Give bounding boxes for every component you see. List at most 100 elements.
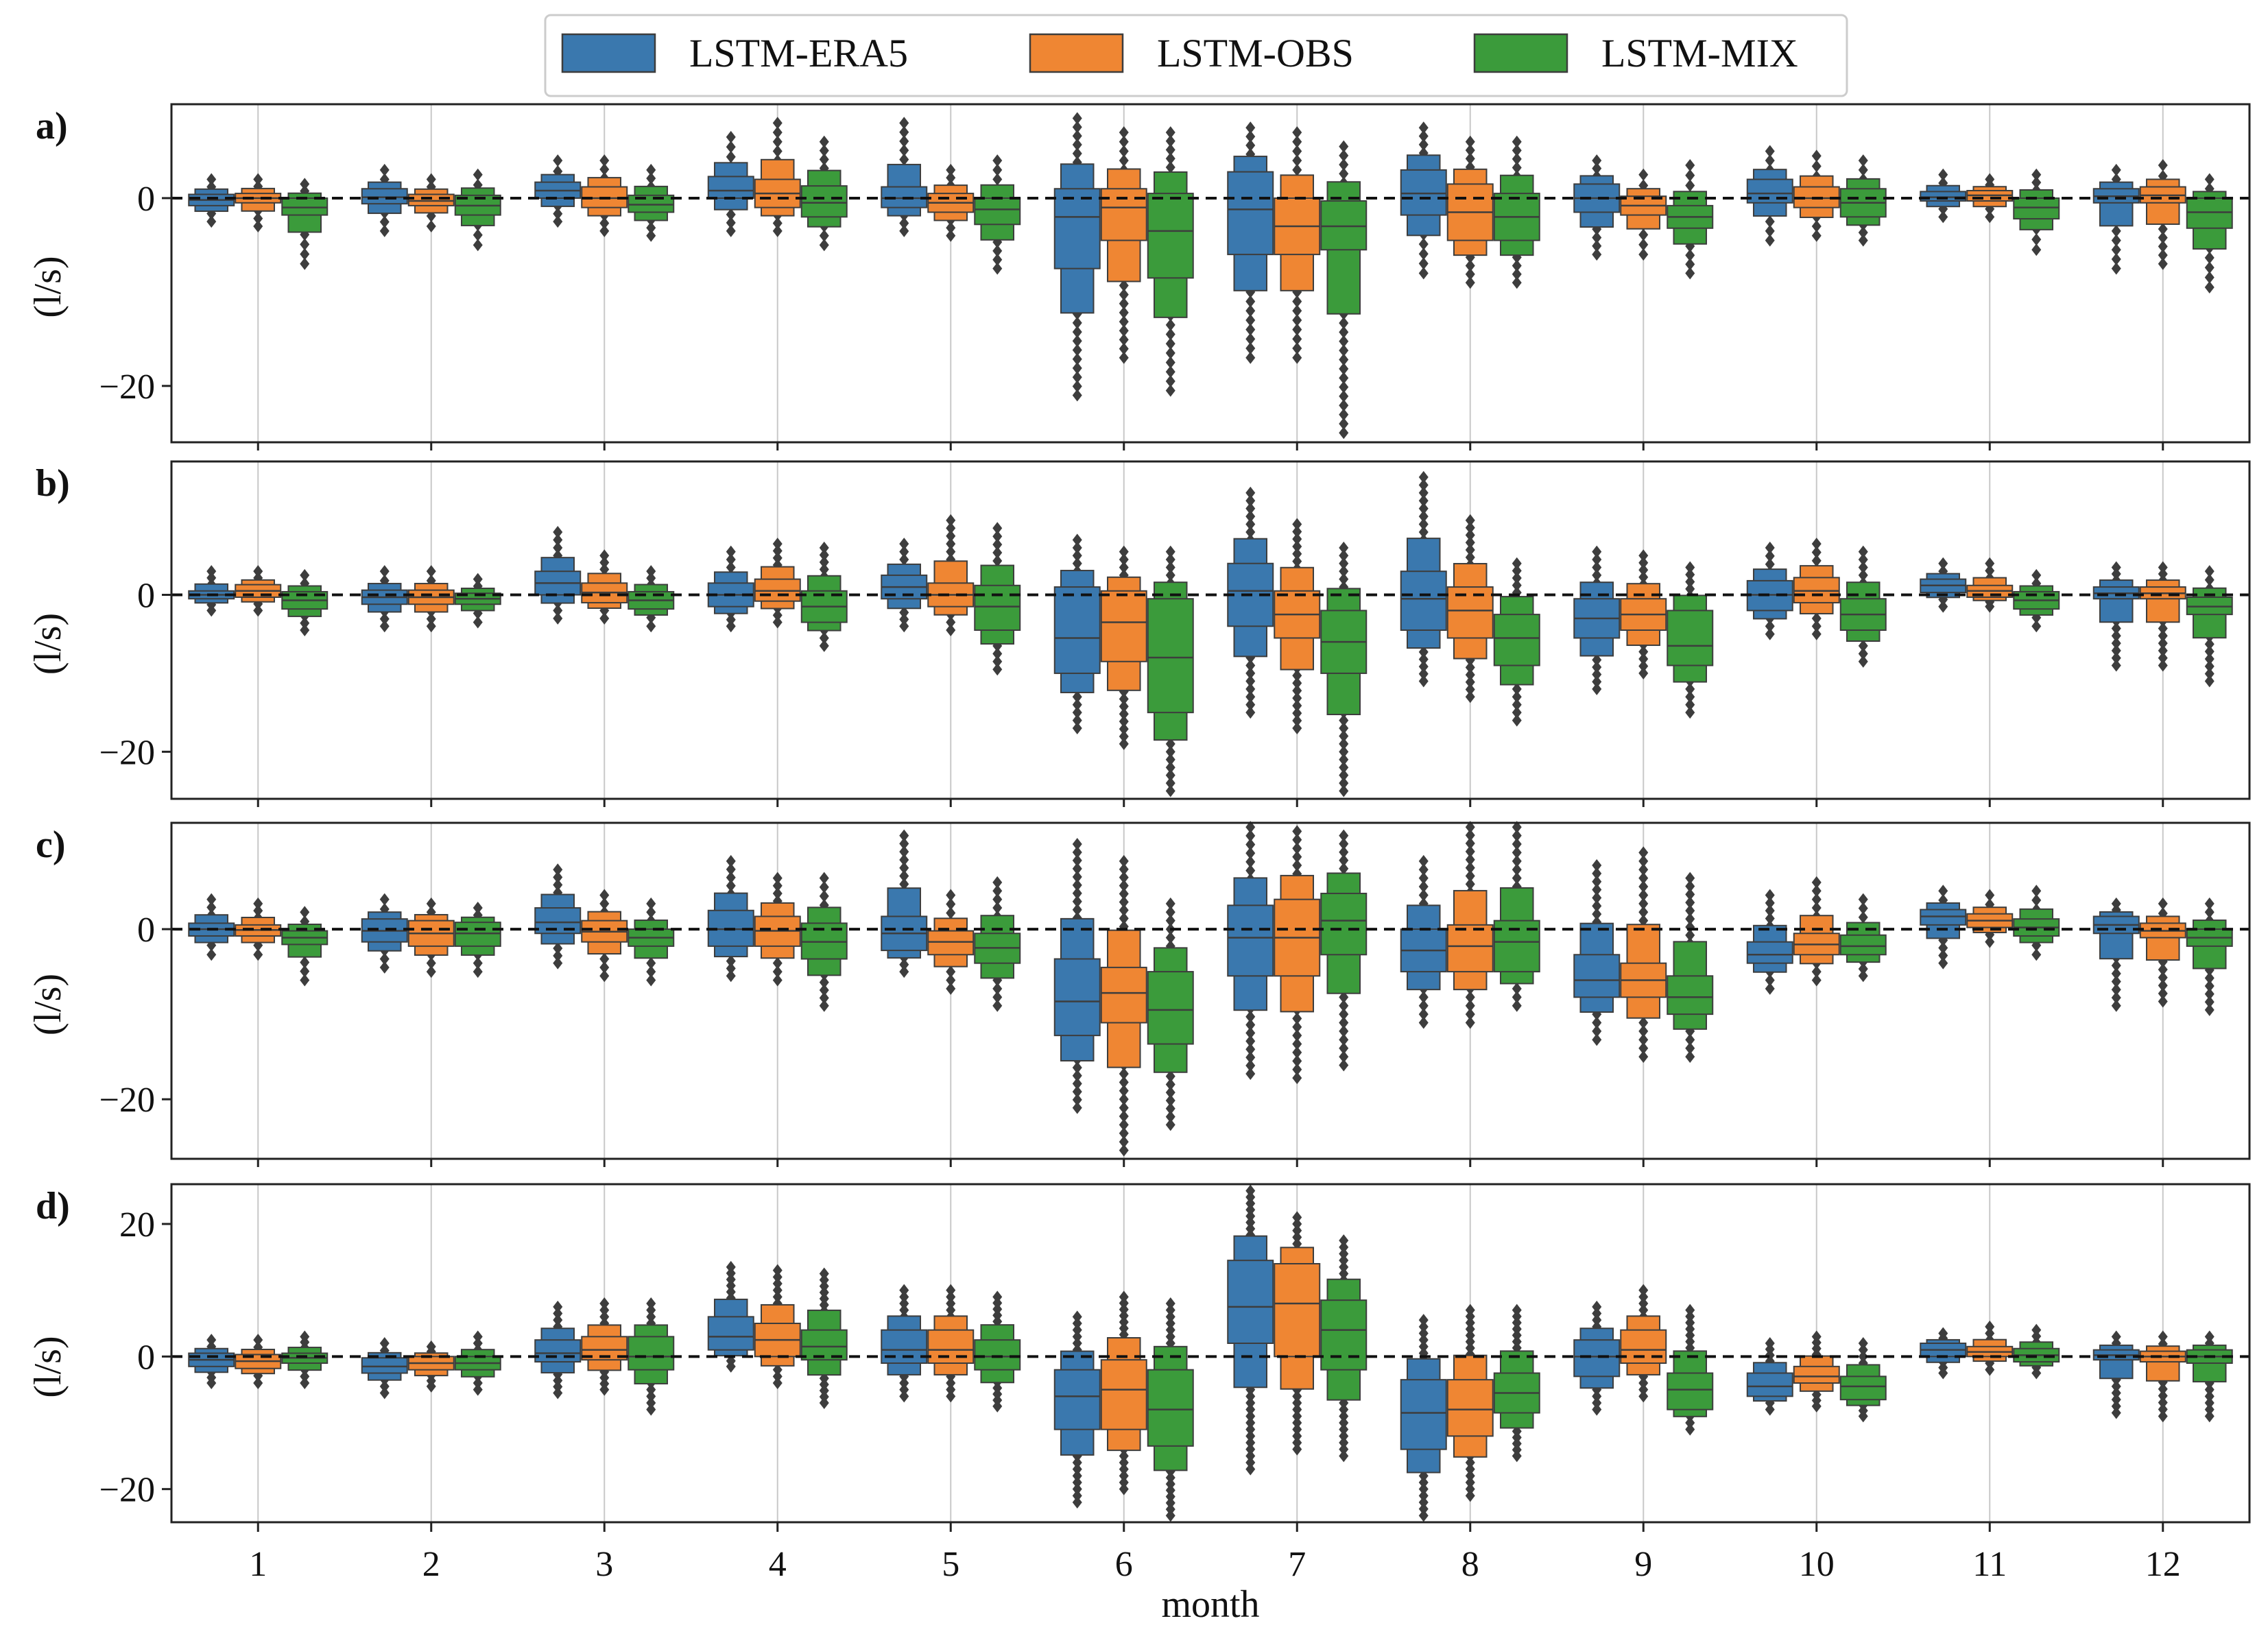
outlier-point [819, 555, 829, 568]
outlier-point [1245, 1026, 1256, 1040]
outlier-point [1072, 352, 1082, 365]
outlier-point [2204, 987, 2215, 1000]
outlier-point [1165, 1317, 1175, 1330]
outlier-point [1418, 1327, 1429, 1340]
box-LSTM-MIX-month-2 [454, 1330, 501, 1396]
outlier-point [1512, 1303, 1522, 1317]
outlier-point [1858, 962, 1868, 975]
outlier-point [726, 150, 736, 163]
outlier-point [899, 861, 909, 874]
outlier-point [1072, 878, 1082, 891]
outlier-point [1165, 1330, 1175, 1343]
outlier-point [1072, 371, 1082, 384]
x-axis-title: month [1161, 1583, 1259, 1626]
outlier-point [1512, 557, 1522, 570]
outlier-point [1119, 288, 1129, 301]
outlier-point [1512, 161, 1522, 174]
outlier-point [992, 522, 1003, 535]
outlier-point [1292, 126, 1302, 139]
outlier-point [1119, 315, 1129, 328]
outlier-point [1072, 1463, 1082, 1476]
outlier-point [1418, 1509, 1429, 1522]
outlier-point [1292, 295, 1302, 308]
outlier-point [379, 1380, 390, 1393]
outlier-point [599, 217, 610, 230]
outlier-point [992, 999, 1003, 1012]
outlier-point [1418, 675, 1429, 688]
outlier-point [726, 854, 736, 867]
outlier-point [1165, 1118, 1175, 1131]
letter-value-box [707, 1316, 754, 1351]
outlier-point [899, 1390, 909, 1403]
outlier-point [819, 1273, 829, 1286]
box-LSTM-MIX-month-11 [2013, 168, 2060, 256]
outlier-point [599, 163, 610, 176]
outlier-point [1418, 1489, 1429, 1502]
outlier-point [1292, 1410, 1302, 1423]
outlier-point [1592, 867, 1602, 880]
outlier-point [1292, 1417, 1302, 1429]
outlier-point [992, 253, 1003, 266]
outlier-point [1638, 914, 1649, 927]
x-tick-label-3: 3 [595, 1545, 613, 1584]
outlier-point [946, 1390, 956, 1403]
outlier-point [1072, 698, 1082, 711]
outlier-point [1072, 870, 1082, 883]
outlier-point [1418, 1008, 1429, 1021]
x-tick-label-9: 9 [1634, 1545, 1652, 1584]
outlier-point [1339, 730, 1349, 743]
outlier-point [1512, 135, 1522, 148]
outlier-point [426, 620, 436, 633]
outlier-point [772, 135, 783, 148]
outlier-point [646, 620, 656, 633]
outlier-point [1072, 380, 1082, 393]
outlier-point [1339, 837, 1349, 850]
box-LSTM-MIX-month-7 [1320, 829, 1368, 1072]
outlier-point [1765, 541, 1775, 554]
outlier-point [1339, 408, 1349, 421]
outlier-point [1119, 737, 1129, 750]
outlier-point [1292, 1390, 1302, 1403]
outlier-point [379, 215, 390, 228]
outlier-point [300, 238, 310, 251]
outlier-point [1512, 144, 1522, 157]
box-LSTM-ERA5-month-12 [2092, 163, 2140, 275]
outlier-point [2204, 652, 2215, 665]
outlier-point [1685, 1303, 1695, 1317]
outlier-point [1465, 267, 1475, 280]
box-LSTM-OBS-month-1 [235, 1334, 282, 1389]
outlier-point [1245, 682, 1256, 695]
outlier-point [426, 897, 436, 910]
box-LSTM-ERA5-month-12 [2092, 561, 2140, 672]
outlier-point [1165, 1509, 1175, 1522]
outlier-point [1119, 1322, 1129, 1335]
outlier-point [206, 1377, 217, 1389]
box-LSTM-ERA5-month-8 [1400, 470, 1447, 688]
outlier-point [1245, 1067, 1256, 1080]
outlier-point [1465, 544, 1475, 557]
x-tick-label-12: 12 [2145, 1545, 2181, 1584]
outlier-point [772, 974, 783, 987]
outlier-point [1119, 715, 1129, 728]
outlier-point [1418, 999, 1429, 1012]
panel-frame [170, 460, 2251, 800]
outlier-point [1765, 627, 1775, 640]
outlier-point [2111, 1330, 2121, 1343]
outlier-point [2158, 249, 2168, 262]
outlier-point [1465, 1456, 1475, 1469]
outlier-point [1638, 1050, 1649, 1064]
outlier-point [2031, 233, 2042, 246]
box-LSTM-MIX-month-10 [1839, 1337, 1887, 1423]
y-axis-title: (l/s) [27, 974, 69, 1035]
outlier-point [1165, 1496, 1175, 1509]
outlier-point [1512, 259, 1522, 272]
outlier-point [1119, 333, 1129, 346]
outlier-point [2111, 262, 2121, 275]
box-LSTM-MIX-month-9 [1667, 872, 1714, 1064]
panel-frame [170, 821, 2251, 1160]
outlier-point [1292, 1423, 1302, 1436]
outlier-point [1292, 1211, 1302, 1224]
outlier-point [2111, 234, 2121, 247]
box-LSTM-ERA5-month-4 [707, 1260, 754, 1373]
outlier-point [1811, 902, 1822, 915]
